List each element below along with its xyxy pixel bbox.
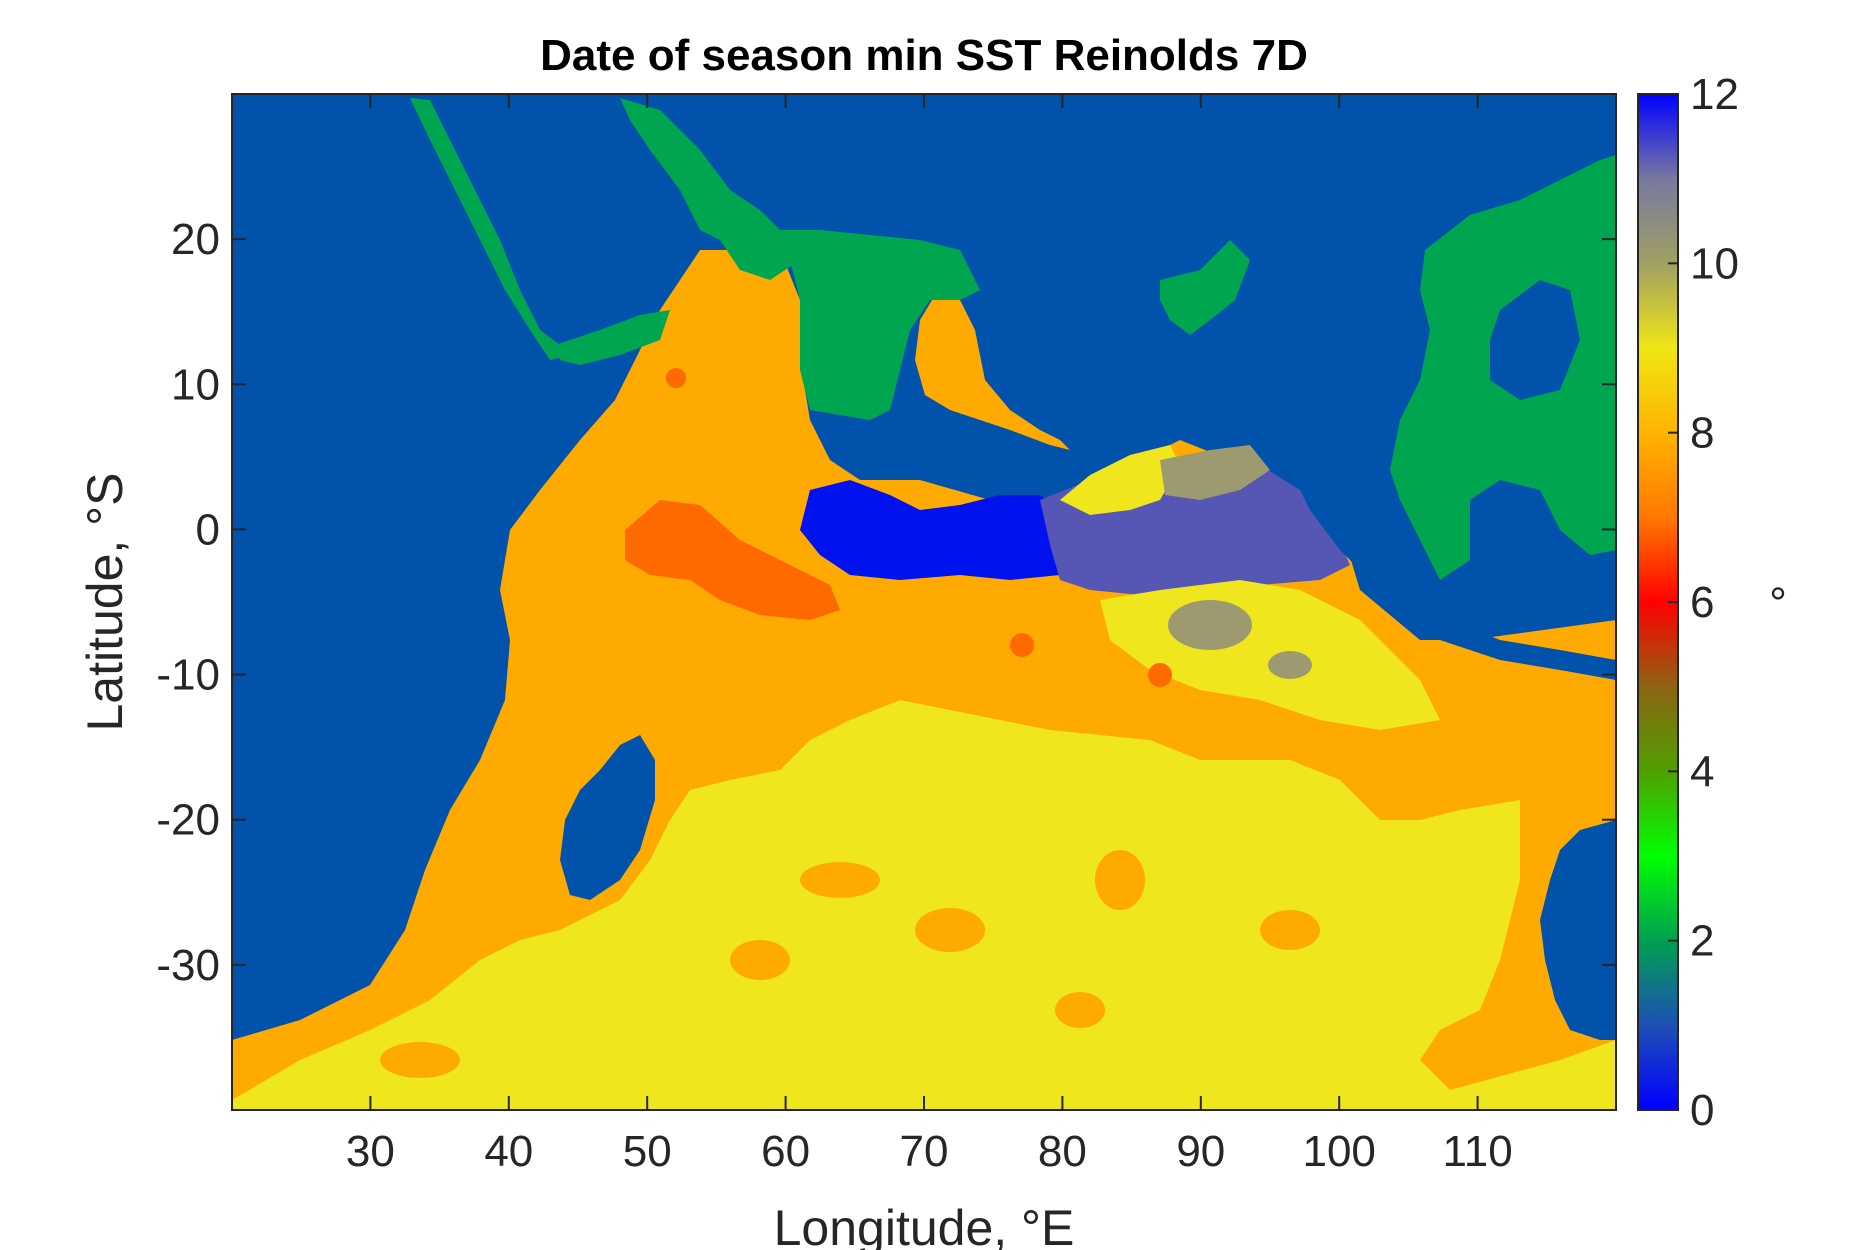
- chart-title: Date of season min SST Reinolds 7D: [540, 31, 1308, 80]
- orange-blob: [380, 1042, 460, 1078]
- region-india-south-orange: [915, 295, 1070, 450]
- colorbar-tick-label: 2: [1690, 917, 1714, 966]
- gray-blob: [1168, 600, 1252, 650]
- region-bay-bengal-green: [1160, 240, 1250, 335]
- y-axis-label: Latitude, °S: [77, 472, 133, 731]
- colorbar-tick-label: 10: [1690, 239, 1739, 288]
- y-tick-label: -10: [156, 651, 220, 700]
- red-orange-spot: [1010, 633, 1034, 657]
- x-tick-label: 30: [346, 1127, 395, 1176]
- x-tick-label: 50: [623, 1127, 672, 1176]
- y-tick-label: 0: [196, 505, 220, 554]
- orange-blob: [1095, 850, 1145, 910]
- colorbar-tick-label: 0: [1690, 1086, 1714, 1135]
- red-orange-spot: [666, 368, 686, 388]
- orange-blob: [730, 940, 790, 980]
- colorbar-tick-label: 6: [1690, 578, 1714, 627]
- red-orange-spot: [1148, 663, 1172, 687]
- land-south-china-sea: [1490, 280, 1580, 400]
- y-tick-label: -20: [156, 796, 220, 845]
- y-axis: -30 -20 -10 0 10 20: [156, 215, 1616, 990]
- x-axis-label: Longitude, °E: [774, 1200, 1075, 1250]
- region-equator-blue: [800, 480, 1070, 580]
- orange-blob: [800, 862, 880, 898]
- x-tick-label: 110: [1443, 1127, 1513, 1176]
- x-axis: 30 40 50 60 70 80 90 100 110: [346, 94, 1513, 1176]
- region-south-yellow: [232, 700, 1616, 1110]
- map-plot-area: [232, 94, 1616, 1110]
- orange-blob: [1260, 910, 1320, 950]
- colorbar-tick-label: 4: [1690, 747, 1714, 796]
- region-gulf-aden-green: [555, 310, 670, 365]
- colorbar-tick-label: 12: [1690, 70, 1739, 119]
- x-tick-label: 90: [1176, 1127, 1225, 1176]
- colorbar-ticks: 0 2 4 6 8 10 12: [1668, 70, 1739, 1135]
- land-madagascar: [560, 735, 655, 900]
- orange-blob: [1055, 992, 1105, 1028]
- y-tick-label: -30: [156, 941, 220, 990]
- orange-blob: [915, 908, 985, 952]
- region-west-equator-redorange: [625, 500, 840, 620]
- y-tick-label: 10: [171, 360, 220, 409]
- x-tick-label: 70: [900, 1127, 949, 1176]
- colorbar-tick-label: 8: [1690, 409, 1714, 458]
- colorbar-label: °: [1769, 579, 1787, 628]
- x-tick-label: 80: [1038, 1127, 1087, 1176]
- x-tick-label: 60: [761, 1127, 810, 1176]
- gray-blob: [1268, 651, 1312, 679]
- region-north-equator-yellow: [1060, 445, 1180, 515]
- land-sumatra: [1290, 470, 1616, 680]
- region-arabia-green: [620, 98, 800, 280]
- x-tick-label: 40: [484, 1127, 533, 1176]
- x-tick-label: 100: [1302, 1127, 1375, 1176]
- region-india-green: [770, 230, 980, 420]
- y-tick-label: 20: [171, 215, 220, 264]
- region-red-sea-green: [410, 98, 570, 360]
- region-gray-east: [1160, 445, 1270, 500]
- land-australia: [1540, 820, 1616, 1040]
